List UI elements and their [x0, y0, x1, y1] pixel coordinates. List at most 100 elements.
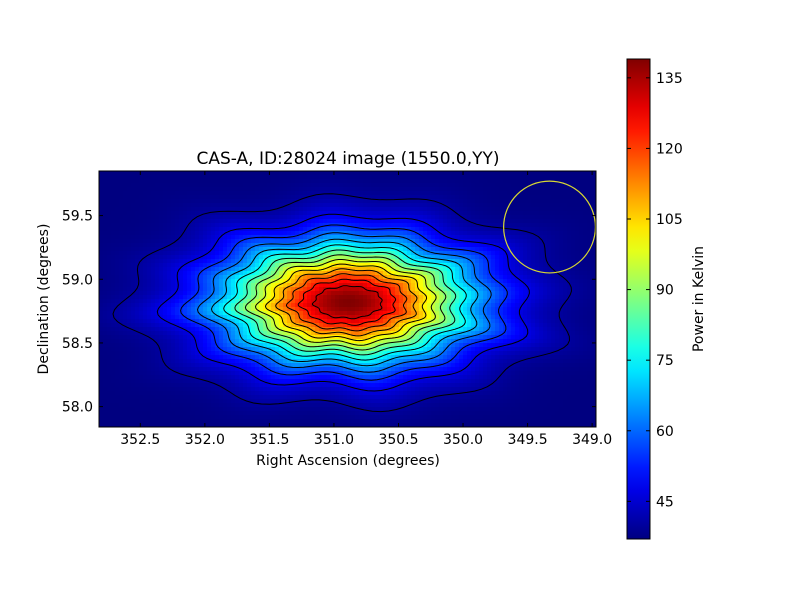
heatmap-cell	[295, 235, 300, 240]
heatmap-cell	[263, 303, 268, 308]
heatmap-cell	[395, 307, 400, 312]
heatmap-cell	[423, 187, 428, 192]
heatmap-cell	[339, 251, 344, 256]
heatmap-cell	[523, 275, 528, 280]
heatmap-cell	[135, 243, 140, 248]
heatmap-cell	[267, 207, 272, 212]
heatmap-cell	[279, 175, 284, 180]
heatmap-cell	[327, 291, 332, 296]
heatmap-cell	[579, 235, 584, 240]
heatmap-cell	[399, 219, 404, 224]
heatmap-cell	[543, 203, 548, 208]
heatmap-cell	[231, 191, 236, 196]
heatmap-cell	[203, 279, 208, 284]
heatmap-cell	[383, 299, 388, 304]
heatmap-cell	[291, 207, 296, 212]
heatmap-cell	[439, 319, 444, 324]
heatmap-cell	[203, 179, 208, 184]
heatmap-cell	[559, 287, 564, 292]
heatmap-cell	[339, 203, 344, 208]
heatmap-cell	[527, 279, 532, 284]
heatmap-cell	[139, 247, 144, 252]
heatmap-cell	[315, 175, 320, 180]
heatmap-cell	[455, 227, 460, 232]
heatmap-cell	[151, 183, 156, 188]
heatmap-cell	[539, 263, 544, 268]
heatmap-cell	[163, 235, 168, 240]
heatmap-cell	[443, 319, 448, 324]
heatmap-cell	[131, 195, 136, 200]
heatmap-cell	[403, 275, 408, 280]
heatmap-cell	[135, 327, 140, 332]
heatmap-cell	[311, 319, 316, 324]
heatmap-cell	[371, 323, 376, 328]
heatmap-cell	[347, 255, 352, 260]
heatmap-cell	[459, 243, 464, 248]
heatmap-cell	[535, 211, 540, 216]
heatmap-cell	[503, 311, 508, 316]
heatmap-cell	[147, 231, 152, 236]
heatmap-cell	[359, 231, 364, 236]
heatmap-cell	[367, 323, 372, 328]
heatmap-cell	[543, 287, 548, 292]
heatmap-cell	[419, 311, 424, 316]
heatmap-cell	[167, 323, 172, 328]
heatmap-cell	[103, 239, 108, 244]
heatmap-cell	[567, 203, 572, 208]
heatmap-cell	[587, 267, 592, 272]
heatmap-cell	[299, 171, 304, 176]
heatmap-cell	[567, 215, 572, 220]
heatmap-cell	[331, 307, 336, 312]
heatmap-cell	[403, 251, 408, 256]
heatmap-cell	[503, 171, 508, 176]
heatmap-cell	[547, 275, 552, 280]
heatmap-cell	[391, 175, 396, 180]
heatmap-cell	[495, 191, 500, 196]
heatmap-cell	[295, 275, 300, 280]
heatmap-cell	[103, 255, 108, 260]
heatmap-cell	[219, 219, 224, 224]
heatmap-cell	[187, 307, 192, 312]
heatmap-cell	[283, 191, 288, 196]
heatmap-cell	[127, 255, 132, 260]
heatmap-cell	[559, 231, 564, 236]
heatmap-cell	[247, 243, 252, 248]
heatmap-cell	[359, 295, 364, 300]
heatmap-cell	[255, 271, 260, 276]
heatmap-cell	[347, 291, 352, 296]
heatmap-cell	[255, 231, 260, 236]
heatmap-cell	[259, 271, 264, 276]
heatmap-cell	[395, 315, 400, 320]
heatmap-cell	[507, 315, 512, 320]
heatmap-cell	[351, 291, 356, 296]
heatmap-cell	[383, 315, 388, 320]
heatmap-cell	[199, 247, 204, 252]
heatmap-cell	[463, 171, 468, 176]
heatmap-cell	[99, 207, 104, 212]
heatmap-cell	[371, 223, 376, 228]
heatmap-cell	[443, 279, 448, 284]
heatmap-cell	[175, 299, 180, 304]
heatmap-cell	[199, 327, 204, 332]
heatmap-cell	[555, 247, 560, 252]
heatmap-cell	[403, 191, 408, 196]
heatmap-cell	[303, 315, 308, 320]
heatmap-cell	[559, 187, 564, 192]
heatmap-cell	[495, 199, 500, 204]
heatmap-cell	[415, 311, 420, 316]
heatmap-cell	[551, 171, 556, 176]
heatmap-cell	[99, 283, 104, 288]
heatmap-cell	[515, 295, 520, 300]
heatmap-cell	[403, 255, 408, 260]
heatmap-cell	[483, 275, 488, 280]
heatmap-cell	[187, 267, 192, 272]
heatmap-cell	[127, 283, 132, 288]
heatmap-cell	[491, 263, 496, 268]
heatmap-cell	[371, 295, 376, 300]
heatmap-cell	[399, 319, 404, 324]
heatmap-cell	[123, 263, 128, 268]
heatmap-cell	[475, 299, 480, 304]
heatmap-cell	[127, 299, 132, 304]
heatmap-cell	[219, 283, 224, 288]
heatmap-cell	[183, 251, 188, 256]
